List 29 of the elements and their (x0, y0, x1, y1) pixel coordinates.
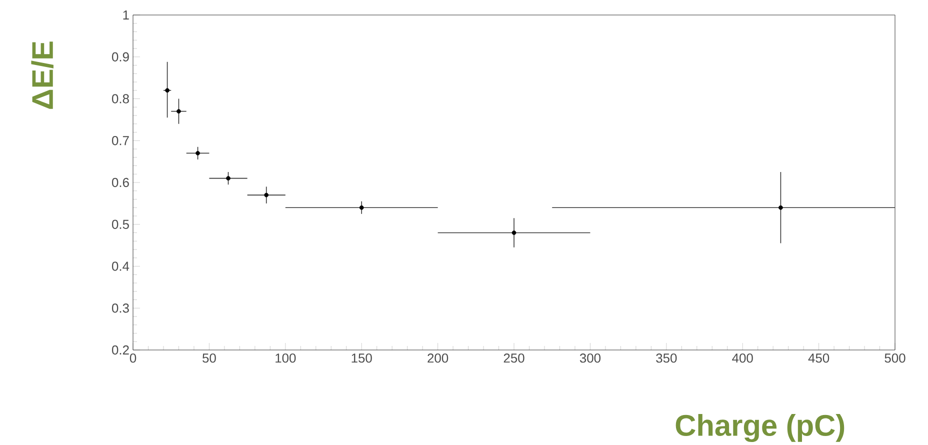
x-tick-label: 350 (656, 353, 677, 363)
x-tick-label: 100 (276, 353, 296, 363)
y-tick-label: 0.2 (112, 345, 129, 354)
point (264, 192, 269, 198)
y-axis-title: ΔE/E (31, 41, 54, 109)
x-tick-label: 300 (580, 353, 601, 363)
x-tick-label: 450 (808, 353, 830, 363)
x-axis-title: Charge (pC) (676, 414, 844, 442)
x-tick-label: 0 (130, 353, 136, 363)
y-tick-label: 0.5 (112, 220, 129, 229)
x-tick-label: 50 (202, 353, 216, 363)
y-tick-label: 0.8 (112, 94, 129, 104)
x-tick-label: 500 (884, 353, 906, 363)
y-tick-label: 0.4 (112, 261, 130, 271)
y-tick-label: 1 (123, 10, 129, 20)
y-tick-label: 0.9 (112, 52, 129, 62)
point (359, 205, 364, 210)
x-tick-label: 200 (428, 353, 448, 363)
x-tick-label: 150 (352, 353, 372, 363)
x-tick-label: 400 (732, 353, 753, 363)
y-tick-label: 0.6 (112, 178, 129, 187)
point (226, 176, 230, 180)
point (512, 230, 516, 235)
x-tick-label: 250 (504, 353, 524, 363)
y-tick-label: 0.7 (112, 136, 129, 146)
y-tick-label: 0.3 (112, 303, 129, 313)
point (176, 108, 181, 114)
point (196, 150, 200, 156)
point (778, 205, 783, 210)
